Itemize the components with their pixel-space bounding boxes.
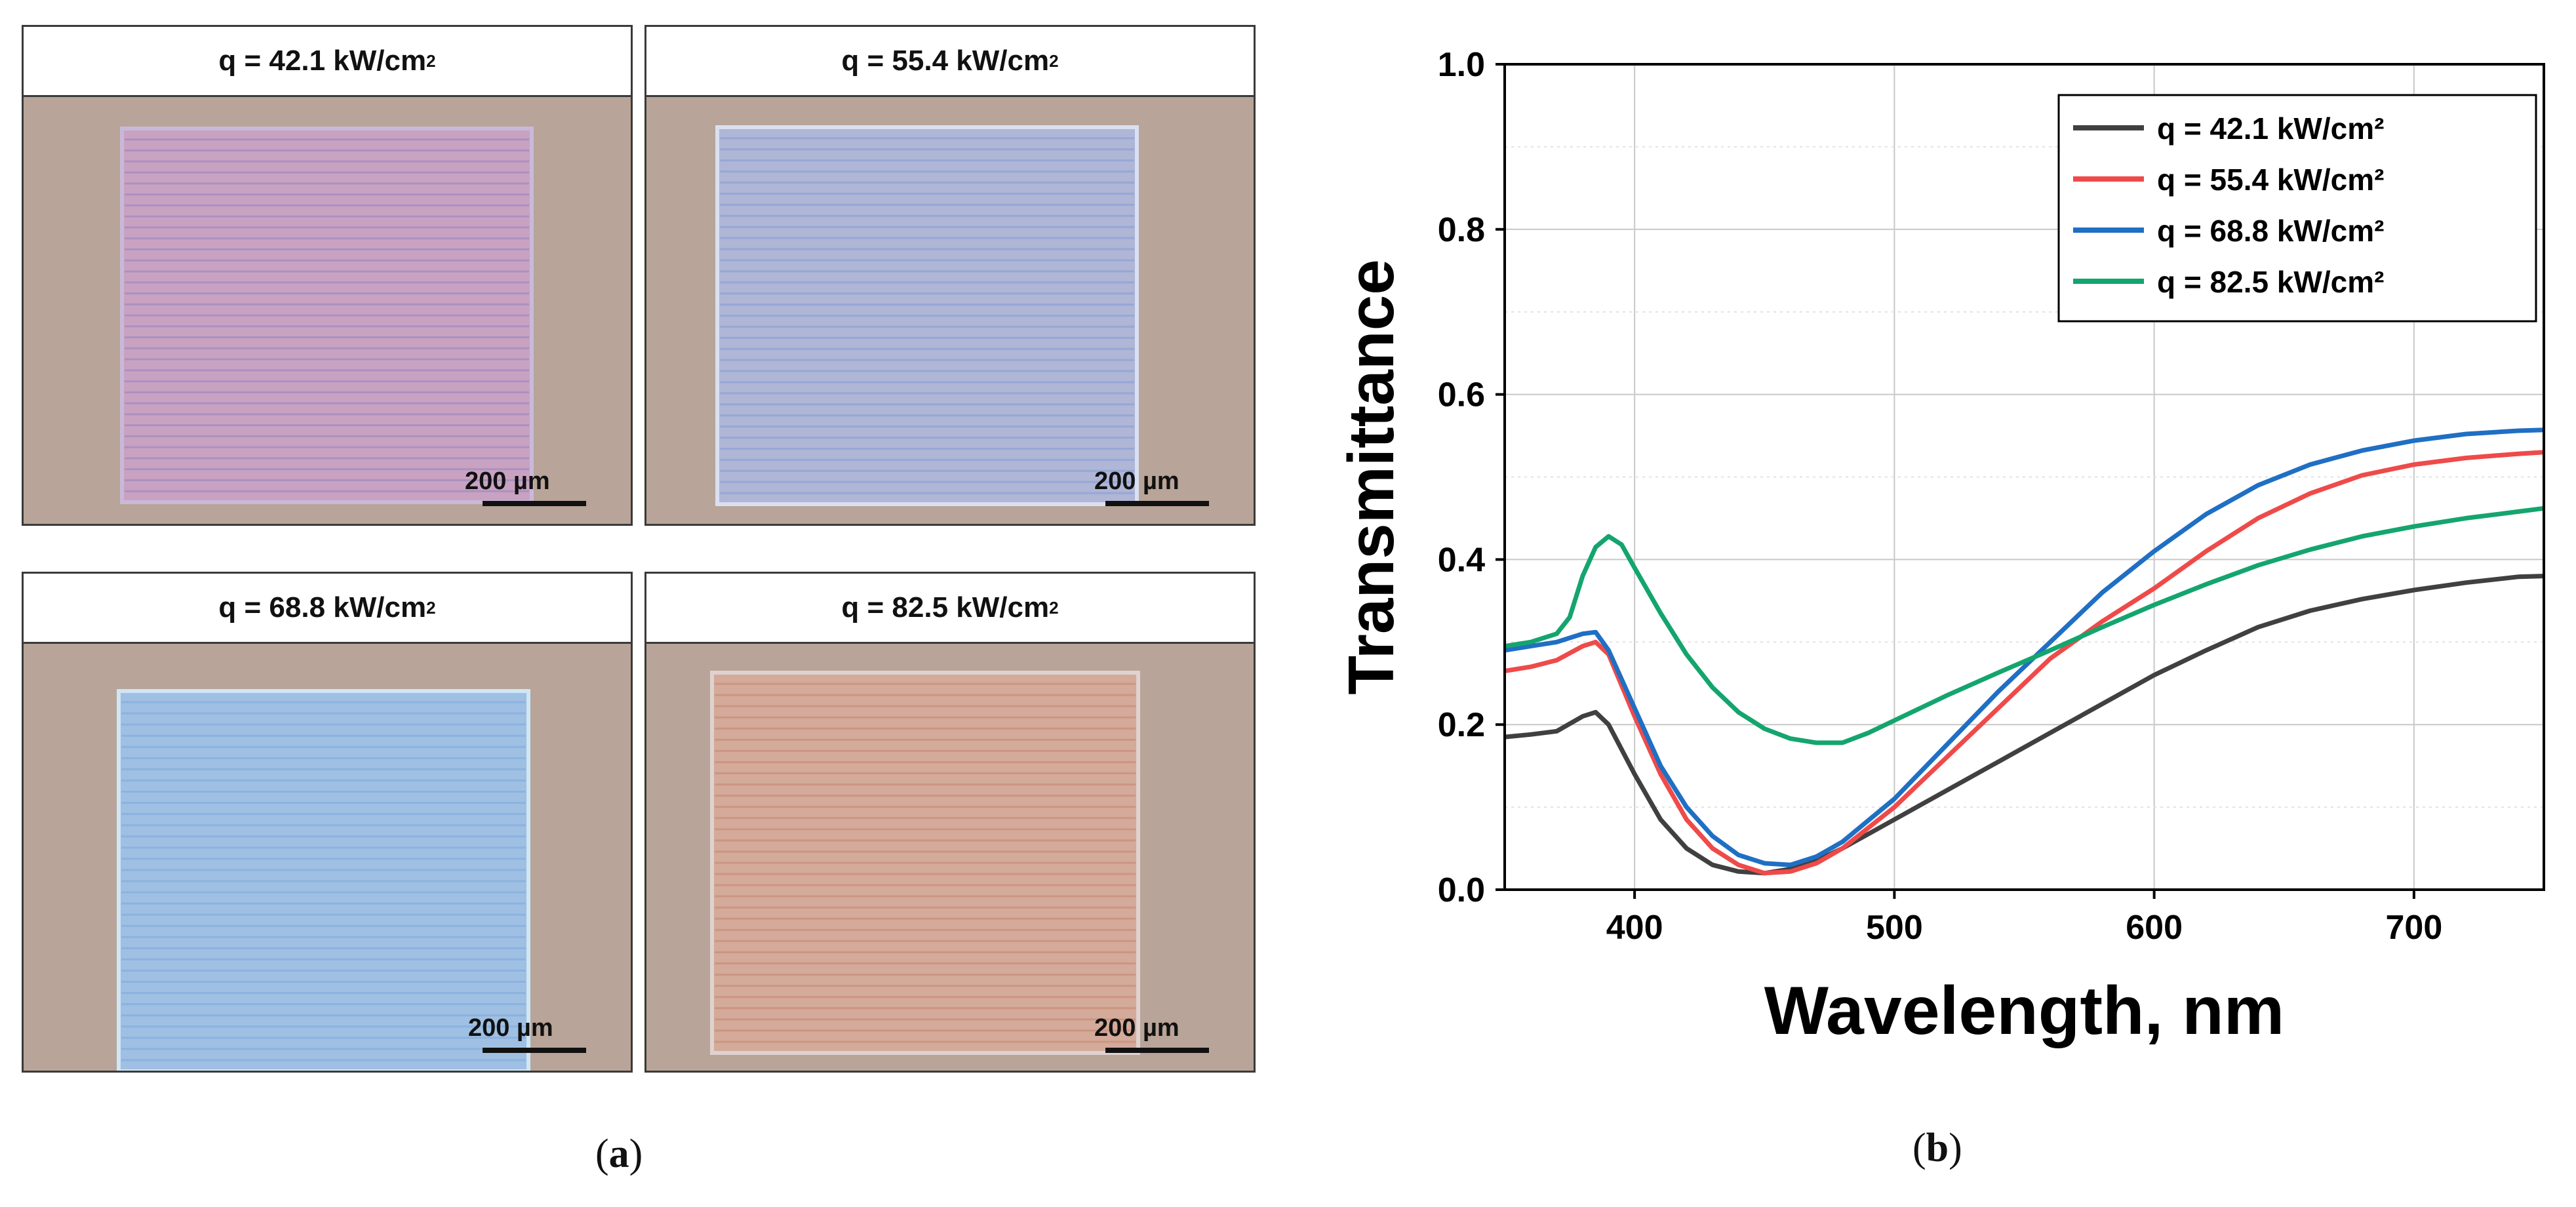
- micrograph-panel-4: q = 82.5 kW/cm 2 200 µm: [644, 572, 1256, 1073]
- y-tick-label: 0.2: [1438, 706, 1485, 744]
- x-tick-label: 700: [2385, 909, 2442, 947]
- label-b-letter: b: [1926, 1126, 1949, 1170]
- panel-title: q = 55.4 kW/cm 2: [646, 27, 1254, 97]
- q-exponent: 2: [1049, 597, 1059, 618]
- legend-label: q = 82.5 kW/cm²: [2157, 265, 2384, 299]
- x-tick-label: 600: [2126, 909, 2183, 947]
- paren-open: (: [595, 1132, 609, 1176]
- y-tick-label: 0.4: [1438, 541, 1485, 579]
- panel-title: q = 82.5 kW/cm 2: [646, 574, 1254, 644]
- q-value-label: q = 82.5 kW/cm: [841, 591, 1050, 623]
- transmittance-chart: 400 500 600 700 0.0 0.2 0.4 0.6 0.8 1.0 Transmit…: [1335, 46, 2545, 1049]
- subfigure-label-b: (b): [1912, 1125, 1962, 1172]
- x-axis-ticks: 400 500 600 700: [1606, 890, 2442, 947]
- subfigure-label-a: (a): [595, 1131, 643, 1177]
- micrograph-panel-1: q = 42.1 kW/cm 2 200 µm: [22, 25, 633, 526]
- series-line-3: [1504, 427, 2545, 867]
- q-value-label: q = 42.1 kW/cm: [218, 45, 427, 77]
- y-tick-label: 1.0: [1438, 46, 1485, 84]
- micrograph-image: 200 µm: [646, 644, 1254, 1071]
- micrograph-panel-2: q = 55.4 kW/cm 2 200 µm: [644, 25, 1256, 526]
- laser-pattern-square: [117, 689, 530, 1071]
- chart-legend: q = 42.1 kW/cm² q = 55.4 kW/cm² q = 68.8 k…: [2057, 94, 2537, 323]
- paren-close: ): [629, 1132, 643, 1176]
- x-axis-label: Wavelength, nm: [1764, 973, 2285, 1049]
- q-exponent: 2: [426, 50, 436, 71]
- micrograph-image: 200 µm: [24, 97, 631, 524]
- micrograph-image: 200 µm: [646, 97, 1254, 524]
- scale-bar: [483, 1048, 586, 1053]
- scale-label: 200 µm: [465, 467, 550, 495]
- legend-label: q = 42.1 kW/cm²: [2157, 111, 2384, 146]
- scale-label: 200 µm: [1094, 1014, 1179, 1042]
- panel-title: q = 68.8 kW/cm 2: [24, 574, 631, 644]
- micrograph-image: 200 µm: [24, 644, 631, 1071]
- plot-frame: [1503, 63, 2545, 891]
- scale-label: 200 µm: [468, 1014, 553, 1042]
- y-tick-label: 0.8: [1438, 211, 1485, 249]
- q-value-label: q = 68.8 kW/cm: [218, 591, 427, 623]
- q-value-label: q = 55.4 kW/cm: [841, 45, 1050, 77]
- q-exponent: 2: [1049, 50, 1059, 71]
- scale-bar: [1105, 1048, 1209, 1053]
- label-a-letter: a: [608, 1132, 629, 1176]
- y-tick-label: 0.0: [1438, 871, 1485, 909]
- x-tick-label: 400: [1606, 909, 1663, 947]
- laser-pattern-square: [120, 127, 534, 504]
- legend-label: q = 68.8 kW/cm²: [2157, 214, 2384, 248]
- y-axis-label: Transmittance: [1335, 259, 1407, 694]
- panel-title: q = 42.1 kW/cm 2: [24, 27, 631, 97]
- scale-label: 200 µm: [1094, 467, 1179, 495]
- y-axis-ticks: 0.0 0.2 0.4 0.6 0.8 1.0: [1438, 46, 1505, 909]
- x-tick-label: 500: [1866, 909, 1923, 947]
- scale-bar: [1105, 501, 1209, 506]
- series-line-2: [1504, 450, 2545, 876]
- paren-open: (: [1912, 1126, 1926, 1170]
- paren-close: ): [1949, 1126, 1962, 1170]
- laser-pattern-square: [715, 125, 1139, 506]
- scale-bar: [483, 501, 586, 506]
- legend-label: q = 55.4 kW/cm²: [2157, 163, 2384, 197]
- micrograph-panel-3: q = 68.8 kW/cm 2 200 µm: [22, 572, 633, 1073]
- q-exponent: 2: [426, 597, 436, 618]
- chart-series: [1504, 427, 2545, 876]
- laser-pattern-square: [710, 671, 1140, 1055]
- series-line-4: [1504, 505, 2545, 745]
- y-tick-label: 0.6: [1438, 376, 1485, 414]
